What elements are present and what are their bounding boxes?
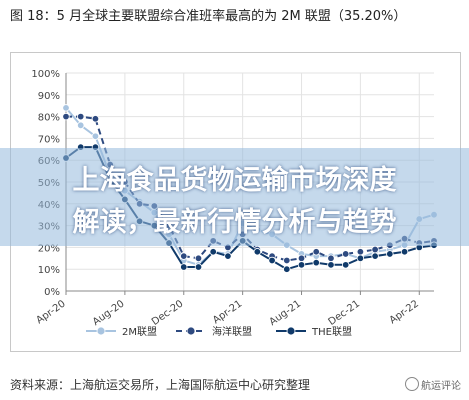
source-note: 资料来源：上海航运交易所，上海国际航运中心研究整理 [10,378,311,392]
y-tick-label: 70% [38,134,60,145]
data-point [224,252,232,260]
data-point [297,261,306,269]
x-tick-label: Dec-21 [327,298,363,327]
banner-line-2: 解读，最新行情分析与趋势 [72,207,397,238]
data-point [341,250,350,258]
data-point [253,248,262,256]
data-point [327,261,335,269]
data-point [356,254,365,262]
data-point [400,248,409,256]
data-point [209,248,217,256]
overlay-banner: 上海食品货物运输市场深度 解读，最新行情分析与趋势 [0,148,469,246]
x-tick-label: Dec-20 [150,298,186,327]
data-point [180,263,188,271]
data-point [91,132,100,140]
x-tick-label: Apr-21 [211,298,244,326]
data-point [312,248,320,256]
y-tick-label: 10% [38,265,60,276]
y-tick-label: 90% [38,91,60,102]
data-point [356,248,365,256]
data-point [91,115,100,123]
legend-swatch-marker [186,326,196,336]
banner-line-1: 上海食品货物运输市场深度 [72,165,397,196]
data-point [341,261,350,269]
data-point [194,254,203,262]
y-tick-label: 0% [44,287,60,298]
data-point [283,256,291,265]
watermark-text: 航运评论 [421,381,461,392]
legend-label: THE联盟 [311,326,352,338]
watermark-icon [405,377,419,391]
legend-label: 海洋联盟 [212,325,252,338]
data-point [180,252,188,260]
data-point [312,258,320,267]
legend-label: 2M联盟 [122,326,157,338]
data-point [297,254,306,262]
x-tick-label: Apr-22 [388,298,421,326]
data-point [77,112,85,121]
data-point [327,254,335,262]
data-point [371,252,379,260]
x-tick-label: Apr-20 [34,298,67,326]
x-tick-label: Aug-20 [91,298,127,328]
data-point [77,121,85,130]
legend-swatch-marker [286,326,296,336]
data-point [386,250,394,258]
watermark: 航运评论 [405,377,461,392]
y-tick-label: 100% [31,69,60,80]
data-point [268,256,276,265]
figure-title: 图 18：5 月全球主要联盟综合准班率最高的为 2M 联盟（35.20%） [10,9,407,24]
data-point [194,263,203,271]
x-tick-label: Aug-21 [268,298,304,328]
data-point [283,265,291,273]
data-point [62,112,70,121]
legend-swatch-marker [96,326,106,336]
data-point [371,245,379,254]
y-tick-label: 80% [38,113,60,124]
data-point [62,104,70,112]
y-tick-label: 20% [38,243,60,254]
